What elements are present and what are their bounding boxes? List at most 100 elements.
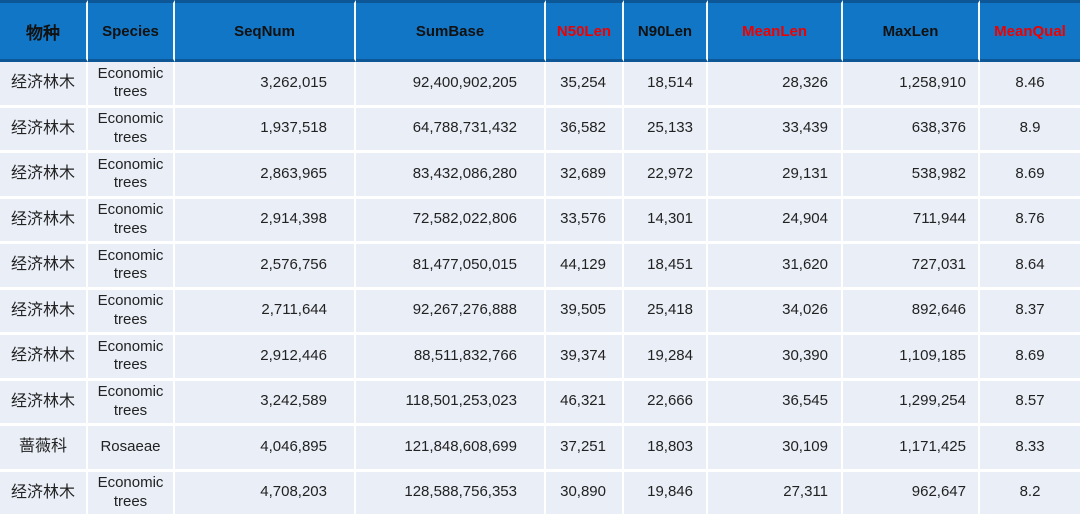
table-row: 经济林木 Economic trees 3,262,015 92,400,902,20… xyxy=(0,62,1080,108)
cell-meanlen: 36,545 xyxy=(708,380,843,426)
cell-sumbase: 81,477,050,015 xyxy=(356,244,546,290)
cell-seqnum: 3,242,589 xyxy=(175,380,356,426)
cell-seqnum: 1,937,518 xyxy=(175,107,356,153)
cell-meanqual: 8.76 xyxy=(980,198,1080,244)
cell-meanqual: 8.57 xyxy=(980,380,1080,426)
cell-sumbase: 92,400,902,205 xyxy=(356,62,546,108)
cell-species-cn: 经济林木 xyxy=(0,198,88,244)
cell-maxlen: 1,109,185 xyxy=(843,335,980,381)
column-header-maxlen: MaxLen xyxy=(843,0,980,62)
table-body: 经济林木 Economic trees 3,262,015 92,400,902,20… xyxy=(0,62,1080,517)
cell-n90len: 22,972 xyxy=(624,153,708,199)
table-row: 经济林木 Economic trees 2,863,965 83,432,086,28… xyxy=(0,153,1080,199)
column-header-n90len: N90Len xyxy=(624,0,708,62)
cell-sumbase: 64,788,731,432 xyxy=(356,107,546,153)
cell-species-en: Economic trees xyxy=(88,380,175,426)
cell-species-en: Economic trees xyxy=(88,153,175,199)
cell-species-en: Economic trees xyxy=(88,198,175,244)
cell-seqnum: 4,708,203 xyxy=(175,471,356,517)
cell-n90len: 22,666 xyxy=(624,380,708,426)
cell-species-cn: 经济林木 xyxy=(0,380,88,426)
cell-meanlen: 28,326 xyxy=(708,62,843,108)
table-row: 经济林木 Economic trees 4,708,203 128,588,756,3… xyxy=(0,471,1080,517)
column-header-n50len: N50Len xyxy=(546,0,624,62)
cell-species-en: Rosaeae xyxy=(88,426,175,472)
cell-species-cn: 经济林木 xyxy=(0,244,88,290)
cell-species-cn: 经济林木 xyxy=(0,335,88,381)
cell-maxlen: 711,944 xyxy=(843,198,980,244)
cell-n50len: 39,374 xyxy=(546,335,624,381)
cell-n90len: 25,133 xyxy=(624,107,708,153)
cell-species-en: Economic trees xyxy=(88,62,175,108)
cell-sumbase: 88,511,832,766 xyxy=(356,335,546,381)
cell-meanqual: 8.2 xyxy=(980,471,1080,517)
cell-maxlen: 962,647 xyxy=(843,471,980,517)
cell-n50len: 36,582 xyxy=(546,107,624,153)
cell-n50len: 33,576 xyxy=(546,198,624,244)
cell-species-cn: 经济林木 xyxy=(0,62,88,108)
cell-species-en: Economic trees xyxy=(88,289,175,335)
table-row: 经济林木 Economic trees 2,576,756 81,477,050,01… xyxy=(0,244,1080,290)
table-row: 经济林木 Economic trees 1,937,518 64,788,731,43… xyxy=(0,107,1080,153)
cell-n90len: 25,418 xyxy=(624,289,708,335)
column-header-meanqual: MeanQual xyxy=(980,0,1080,62)
table-row: 经济林木 Economic trees 2,912,446 88,511,832,76… xyxy=(0,335,1080,381)
cell-maxlen: 892,646 xyxy=(843,289,980,335)
cell-meanqual: 8.9 xyxy=(980,107,1080,153)
column-header-species-en: Species xyxy=(88,0,175,62)
cell-maxlen: 1,258,910 xyxy=(843,62,980,108)
cell-meanlen: 24,904 xyxy=(708,198,843,244)
cell-seqnum: 2,914,398 xyxy=(175,198,356,244)
cell-meanqual: 8.69 xyxy=(980,153,1080,199)
cell-seqnum: 2,576,756 xyxy=(175,244,356,290)
cell-seqnum: 2,711,644 xyxy=(175,289,356,335)
cell-species-cn: 经济林木 xyxy=(0,107,88,153)
cell-sumbase: 128,588,756,353 xyxy=(356,471,546,517)
cell-meanlen: 34,026 xyxy=(708,289,843,335)
cell-species-en: Economic trees xyxy=(88,244,175,290)
cell-seqnum: 3,262,015 xyxy=(175,62,356,108)
column-header-sumbase: SumBase xyxy=(356,0,546,62)
cell-seqnum: 4,046,895 xyxy=(175,426,356,472)
cell-sumbase: 72,582,022,806 xyxy=(356,198,546,244)
cell-n90len: 19,284 xyxy=(624,335,708,381)
cell-n90len: 14,301 xyxy=(624,198,708,244)
table-row: 蔷薇科 Rosaeae 4,046,895 121,848,608,699 37,251… xyxy=(0,426,1080,472)
cell-meanlen: 31,620 xyxy=(708,244,843,290)
table-header-row: 物种 Species SeqNum SumBase N50Len N90Len MeanLe… xyxy=(0,0,1080,62)
cell-meanqual: 8.33 xyxy=(980,426,1080,472)
cell-maxlen: 727,031 xyxy=(843,244,980,290)
cell-maxlen: 538,982 xyxy=(843,153,980,199)
cell-n90len: 19,846 xyxy=(624,471,708,517)
cell-species-en: Economic trees xyxy=(88,335,175,381)
table-row: 经济林木 Economic trees 2,711,644 92,267,276,88… xyxy=(0,289,1080,335)
cell-sumbase: 121,848,608,699 xyxy=(356,426,546,472)
column-header-meanlen: MeanLen xyxy=(708,0,843,62)
cell-n50len: 44,129 xyxy=(546,244,624,290)
cell-n90len: 18,451 xyxy=(624,244,708,290)
cell-meanlen: 29,131 xyxy=(708,153,843,199)
cell-n50len: 30,890 xyxy=(546,471,624,517)
table-row: 经济林木 Economic trees 3,242,589 118,501,253,0… xyxy=(0,380,1080,426)
cell-n90len: 18,514 xyxy=(624,62,708,108)
cell-meanqual: 8.69 xyxy=(980,335,1080,381)
cell-meanlen: 33,439 xyxy=(708,107,843,153)
cell-species-cn: 蔷薇科 xyxy=(0,426,88,472)
column-header-species-cn: 物种 xyxy=(0,0,88,62)
cell-seqnum: 2,912,446 xyxy=(175,335,356,381)
cell-sumbase: 92,267,276,888 xyxy=(356,289,546,335)
cell-n50len: 39,505 xyxy=(546,289,624,335)
cell-meanlen: 27,311 xyxy=(708,471,843,517)
table-row: 经济林木 Economic trees 2,914,398 72,582,022,80… xyxy=(0,198,1080,244)
cell-sumbase: 83,432,086,280 xyxy=(356,153,546,199)
cell-n50len: 32,689 xyxy=(546,153,624,199)
cell-maxlen: 1,171,425 xyxy=(843,426,980,472)
cell-n90len: 18,803 xyxy=(624,426,708,472)
cell-meanqual: 8.37 xyxy=(980,289,1080,335)
cell-n50len: 35,254 xyxy=(546,62,624,108)
column-header-seqnum: SeqNum xyxy=(175,0,356,62)
cell-species-cn: 经济林木 xyxy=(0,153,88,199)
cell-sumbase: 118,501,253,023 xyxy=(356,380,546,426)
